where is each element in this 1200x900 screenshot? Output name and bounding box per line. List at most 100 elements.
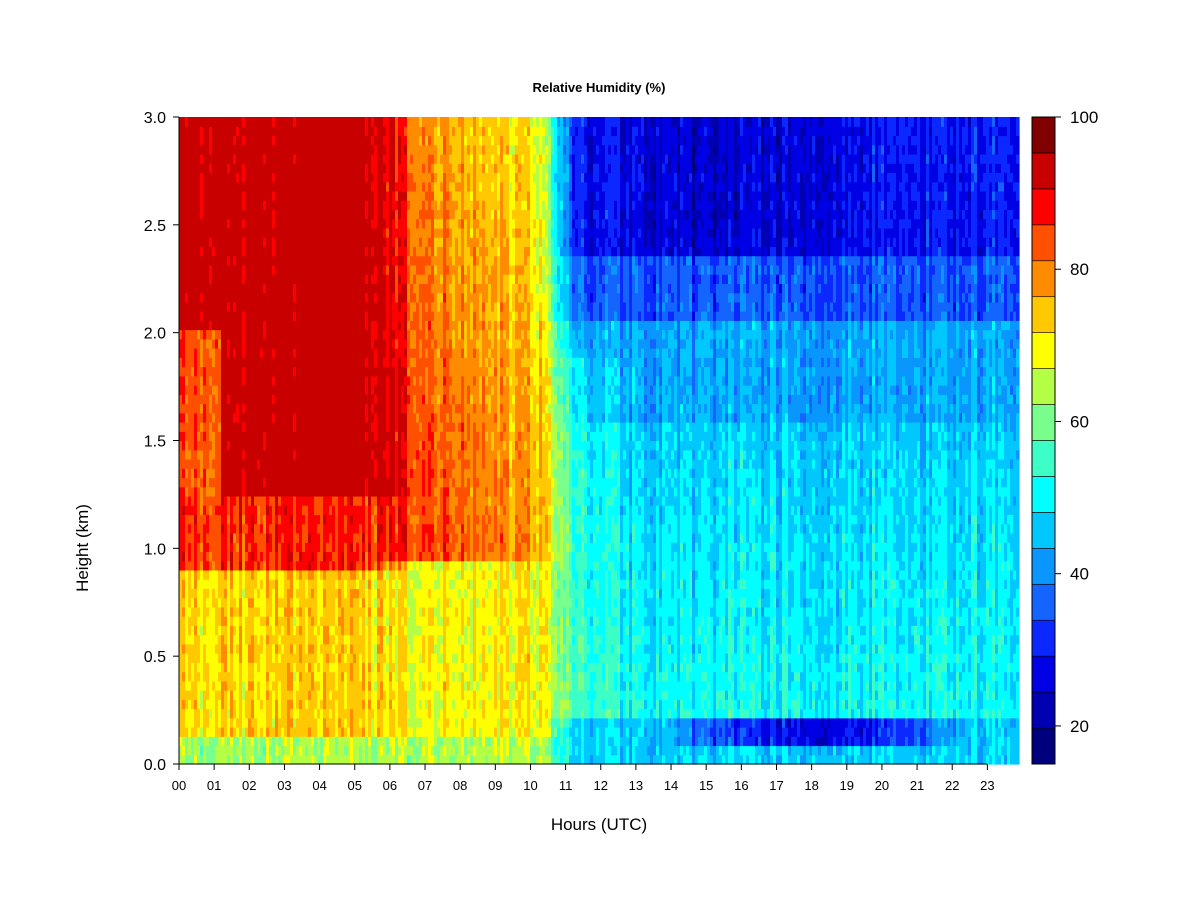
heatmap-cell	[200, 560, 204, 571]
heatmap-cell	[218, 237, 222, 247]
heatmap-cell	[212, 736, 216, 747]
heatmap-cell	[218, 246, 222, 257]
heatmap-cell	[299, 634, 303, 645]
heatmap-cell	[302, 412, 306, 423]
heatmap-cell	[245, 153, 249, 164]
heatmap-cell	[233, 431, 237, 442]
heatmap-cell	[239, 117, 243, 127]
heatmap-cell	[386, 385, 390, 395]
heatmap-cell	[200, 449, 204, 460]
heatmap-cell	[311, 403, 315, 414]
heatmap-cell	[335, 209, 339, 220]
heatmap-cell	[371, 643, 375, 654]
heatmap-cell	[206, 634, 210, 645]
heatmap-cell	[209, 329, 213, 340]
heatmap-cell	[278, 394, 282, 405]
heatmap-cell	[185, 385, 189, 395]
heatmap-cell	[257, 458, 261, 469]
heatmap-cell	[293, 209, 297, 220]
heatmap-cell	[377, 135, 381, 146]
heatmap-cell	[341, 486, 345, 497]
heatmap-cell	[329, 218, 333, 229]
heatmap-cell	[239, 671, 243, 682]
heatmap-cell	[266, 745, 270, 756]
heatmap-cell	[272, 412, 276, 423]
heatmap-cell	[317, 375, 321, 386]
heatmap-cell	[230, 745, 234, 756]
heatmap-cell	[362, 153, 366, 164]
heatmap-cell	[308, 486, 312, 497]
heatmap-cell	[326, 699, 330, 710]
heatmap-cell	[233, 449, 237, 460]
heatmap-cell	[293, 699, 297, 710]
heatmap-cell	[194, 237, 198, 247]
heatmap-cell	[362, 542, 366, 553]
heatmap-cell	[179, 172, 183, 183]
heatmap-cell	[278, 200, 282, 211]
heatmap-cell	[269, 255, 273, 266]
heatmap-cell	[215, 532, 219, 543]
heatmap-cell	[323, 144, 327, 155]
heatmap-cell	[371, 135, 375, 146]
heatmap-cell	[239, 745, 243, 756]
heatmap-cell	[356, 560, 360, 571]
heatmap-cell	[197, 431, 201, 442]
heatmap-cell	[185, 616, 189, 626]
heatmap-cell	[239, 237, 243, 247]
heatmap-cell	[344, 283, 348, 294]
heatmap-cell	[275, 690, 279, 700]
heatmap-cell	[335, 745, 339, 756]
heatmap-cell	[386, 283, 390, 294]
heatmap-cell	[281, 560, 285, 571]
heatmap-cell	[317, 412, 321, 423]
heatmap-cell	[269, 209, 273, 220]
heatmap-cell	[314, 477, 318, 488]
heatmap-cell	[317, 616, 321, 626]
heatmap-cell	[350, 403, 354, 414]
heatmap-cell	[284, 588, 288, 599]
heatmap-cell	[242, 680, 246, 691]
heatmap-cell	[218, 440, 222, 451]
heatmap-cell	[200, 699, 204, 710]
heatmap-cell	[263, 412, 267, 423]
heatmap-cell	[350, 606, 354, 617]
heatmap-cell	[266, 237, 270, 247]
heatmap-cell	[272, 274, 276, 284]
heatmap-cell	[218, 431, 222, 442]
heatmap-cell	[224, 366, 228, 377]
heatmap-cell	[251, 385, 255, 395]
heatmap-cell	[380, 680, 384, 691]
heatmap-cell	[230, 320, 234, 331]
heatmap-cell	[389, 338, 393, 349]
heatmap-cell	[260, 717, 264, 728]
heatmap-cell	[314, 301, 318, 312]
heatmap-cell	[314, 357, 318, 368]
heatmap-cell	[242, 357, 246, 368]
heatmap-cell	[371, 412, 375, 423]
heatmap-cell	[329, 551, 333, 562]
heatmap-cell	[317, 495, 321, 506]
heatmap-cell	[188, 227, 192, 238]
heatmap-cell	[383, 348, 387, 358]
heatmap-cell	[296, 320, 300, 331]
heatmap-cell	[224, 680, 228, 691]
heatmap-cell	[362, 458, 366, 469]
heatmap-cell	[356, 209, 360, 220]
heatmap-cell	[185, 144, 189, 155]
heatmap-cell	[320, 412, 324, 423]
heatmap-cell	[368, 320, 372, 331]
heatmap-cell	[281, 153, 285, 164]
heatmap-cell	[311, 274, 315, 284]
heatmap-cell	[356, 616, 360, 626]
heatmap-cell	[230, 403, 234, 414]
heatmap-cell	[230, 690, 234, 700]
heatmap-cell	[377, 348, 381, 358]
heatmap-cell	[305, 135, 309, 146]
heatmap-cell	[302, 551, 306, 562]
heatmap-cell	[224, 440, 228, 451]
heatmap-cell	[371, 126, 375, 137]
heatmap-cell	[326, 135, 330, 146]
heatmap-cell	[347, 246, 351, 257]
heatmap-cell	[290, 495, 294, 506]
heatmap-cell	[296, 264, 300, 275]
